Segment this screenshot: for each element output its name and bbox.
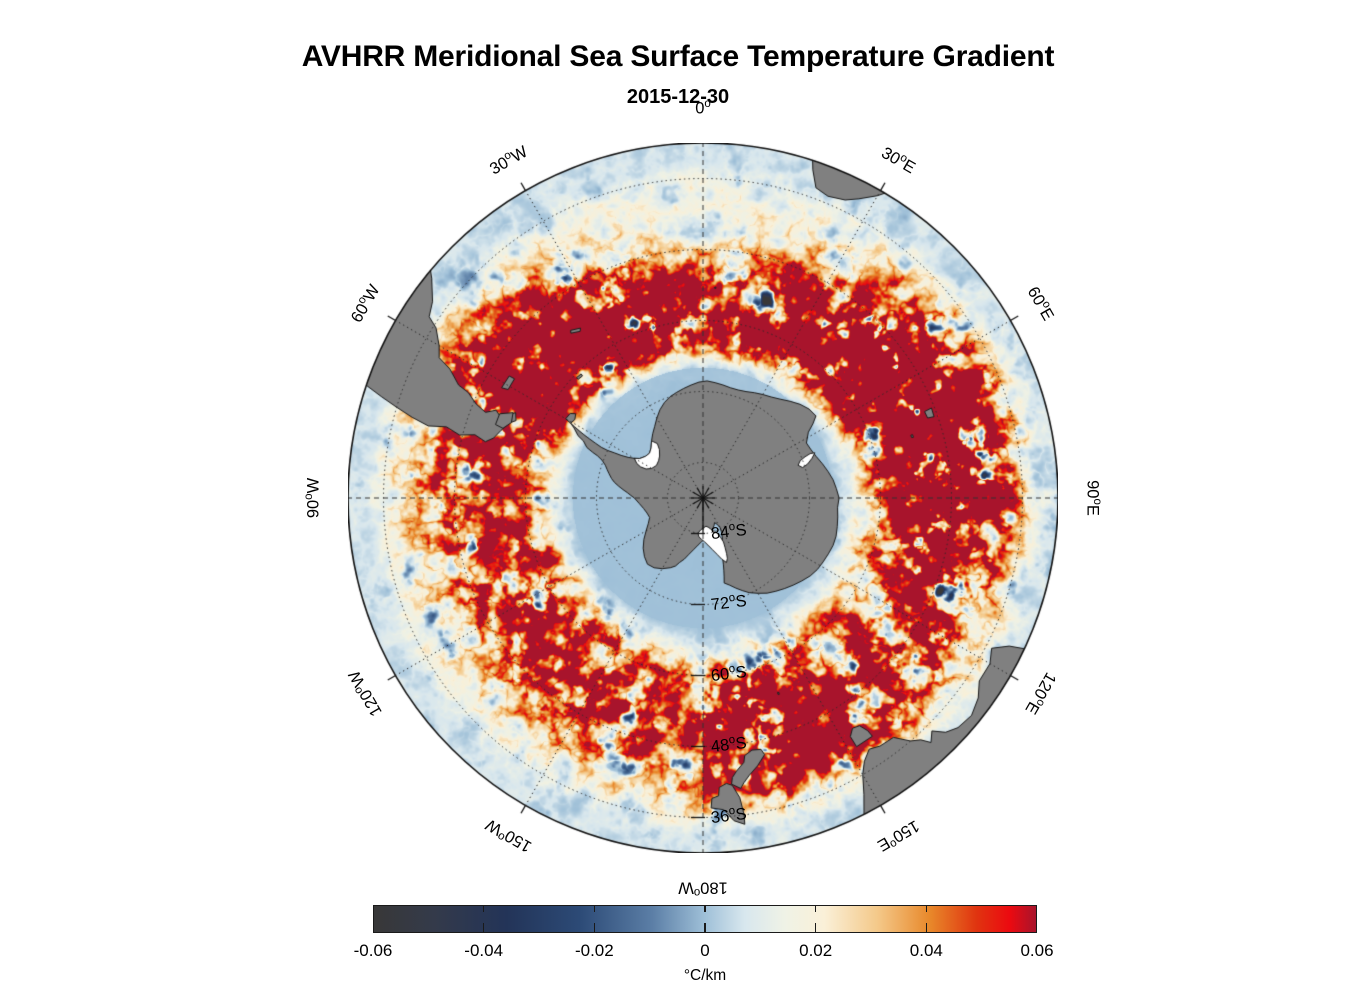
colorbar-tick [593, 923, 596, 933]
colorbar-tick-label: 0.02 [799, 941, 833, 960]
latitude-label-36S: 36oS [709, 804, 748, 827]
longitude-label-00: 0o [695, 98, 711, 118]
colorbar-unit-label: °C/km [683, 967, 727, 984]
colorbar-tick-label: 0.04 [909, 941, 943, 960]
latitude-label-84S: 84oS [709, 520, 748, 543]
graticule-overlay [348, 143, 1058, 853]
colorbar-tick-label: 0.06 [1020, 941, 1054, 960]
colorbar-tick-label: -0.04 [464, 941, 504, 960]
longitude-label-90E: 90oE [1083, 480, 1104, 516]
colorbar-tick [704, 923, 706, 933]
colorbar-tick-top [704, 905, 706, 912]
colorbar-tick-label: -0.06 [353, 941, 393, 960]
longitude-label-180W: 180oW [678, 878, 728, 899]
longitude-label-90W: 90oW [303, 477, 323, 519]
page-title: AVHRR Meridional Sea Surface Temperature… [301, 40, 1055, 73]
colorbar-tick-top [482, 905, 485, 912]
colorbar-tick-top [925, 905, 928, 912]
colorbar-tick-label: -0.02 [574, 941, 614, 960]
colorbar: -0.06 -0.04 -0.02 0 0.02 0.04 0.06 °C/km [354, 905, 1054, 984]
latitude-label-72S: 72oS [709, 591, 748, 614]
colorbar-tick [925, 923, 928, 933]
page-subtitle: 2015-12-30 [626, 86, 730, 108]
colorbar-tick-top [814, 905, 817, 912]
colorbar-tick-top [593, 905, 596, 912]
polar-map [348, 143, 1058, 853]
latitude-label-60S: 60oS [709, 662, 748, 685]
latitude-label-48S: 48oS [709, 733, 748, 756]
colorbar-tick [482, 923, 485, 933]
colorbar-tick [814, 923, 817, 933]
colorbar-tick-label: 0 [700, 941, 710, 960]
